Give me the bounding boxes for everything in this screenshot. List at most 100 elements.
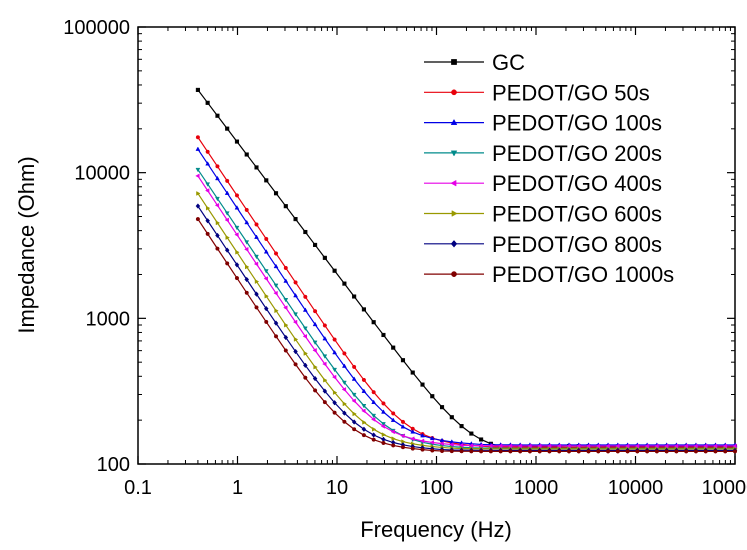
data-point: [225, 262, 229, 266]
data-point: [430, 449, 434, 453]
data-point: [479, 450, 483, 454]
x-tick-label: 100: [420, 477, 453, 499]
x-tick-label: 100000: [702, 477, 747, 499]
data-point: [470, 432, 474, 436]
data-point: [440, 449, 444, 453]
data-point: [460, 449, 464, 453]
x-tick-label: 10: [326, 477, 348, 499]
legend-label: PEDOT/GO 800s: [492, 232, 662, 257]
data-point: [313, 389, 317, 393]
data-point: [304, 230, 308, 234]
data-point: [684, 450, 688, 454]
data-point: [235, 276, 239, 280]
data-point: [723, 450, 727, 454]
data-point: [264, 320, 268, 324]
data-point: [626, 450, 630, 454]
data-point: [274, 191, 278, 195]
data-point: [333, 269, 337, 273]
data-point: [460, 424, 464, 428]
data-point: [645, 450, 649, 454]
data-point: [382, 333, 386, 337]
data-point: [206, 101, 210, 105]
data-point: [665, 450, 669, 454]
data-point: [391, 346, 395, 350]
data-point: [264, 179, 268, 183]
data-point: [401, 445, 405, 449]
x-tick-label: 1000: [514, 477, 559, 499]
data-point: [343, 282, 347, 286]
data-point: [509, 450, 513, 454]
data-point: [284, 349, 288, 353]
data-point: [372, 438, 376, 442]
data-point: [274, 252, 278, 256]
x-tick-label: 1: [232, 477, 243, 499]
data-point: [313, 309, 317, 313]
data-point: [733, 450, 737, 454]
data-point: [411, 447, 415, 451]
data-point: [557, 450, 561, 454]
data-point: [655, 450, 659, 454]
data-point: [216, 247, 220, 251]
data-point: [245, 291, 249, 295]
data-point: [225, 179, 229, 183]
data-point: [538, 450, 542, 454]
data-point: [675, 450, 679, 454]
legend-label: PEDOT/GO 50s: [492, 80, 650, 105]
data-point: [343, 352, 347, 356]
data-point: [304, 376, 308, 380]
data-point: [694, 450, 698, 454]
data-point: [470, 450, 474, 454]
data-point: [440, 405, 444, 409]
data-point: [577, 450, 581, 454]
data-point: [430, 394, 434, 398]
y-tick-label: 100: [97, 454, 130, 476]
data-point: [294, 217, 298, 221]
data-point: [421, 383, 425, 387]
legend-label: GC: [492, 50, 525, 75]
data-point: [216, 114, 220, 118]
data-point: [245, 153, 249, 157]
data-point: [206, 150, 210, 154]
data-point: [382, 402, 386, 406]
data-point: [196, 135, 200, 139]
data-point: [304, 295, 308, 299]
data-point: [714, 450, 718, 454]
data-point: [489, 450, 493, 454]
data-point: [636, 450, 640, 454]
data-point: [479, 438, 483, 442]
data-point: [294, 281, 298, 285]
data-point: [225, 127, 229, 131]
data-point: [196, 88, 200, 92]
data-point: [216, 165, 220, 169]
data-point: [245, 208, 249, 212]
data-point: [313, 243, 317, 247]
data-point: [606, 450, 610, 454]
data-point: [352, 427, 356, 431]
data-point: [362, 433, 366, 437]
y-axis-title: Impedance (Ohm): [14, 156, 39, 333]
legend-marker: [451, 90, 456, 95]
legend-marker: [451, 59, 456, 64]
data-point: [352, 295, 356, 299]
y-tick-label: 1000: [86, 308, 131, 330]
data-point: [548, 450, 552, 454]
legend-label: PEDOT/GO 200s: [492, 141, 662, 166]
data-point: [196, 217, 200, 221]
data-point: [323, 324, 327, 328]
data-point: [294, 363, 298, 367]
data-point: [450, 415, 454, 419]
data-point: [264, 237, 268, 241]
data-point: [362, 308, 366, 312]
data-point: [255, 166, 259, 170]
data-point: [391, 412, 395, 416]
data-point: [411, 371, 415, 375]
legend-label: PEDOT/GO 600s: [492, 202, 662, 227]
x-tick-label: 0.1: [124, 477, 152, 499]
data-point: [401, 420, 405, 424]
data-point: [587, 450, 591, 454]
data-point: [206, 232, 210, 236]
data-point: [343, 420, 347, 424]
data-point: [518, 450, 522, 454]
legend-label: PEDOT/GO 400s: [492, 171, 662, 196]
